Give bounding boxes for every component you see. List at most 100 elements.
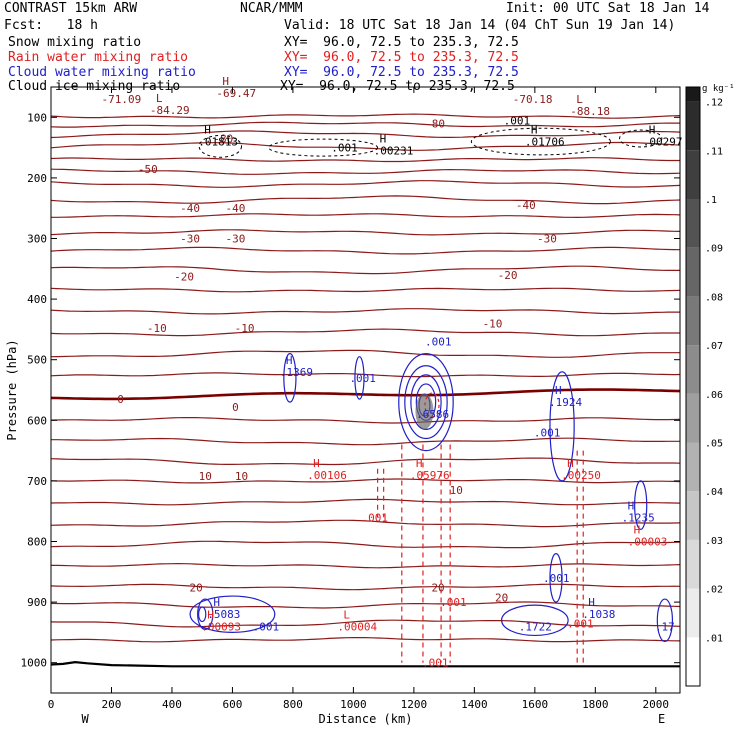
isotherm-line bbox=[51, 213, 681, 219]
colorbar-unit: g kg⁻¹ bbox=[702, 84, 735, 94]
y-tick-label: 100 bbox=[27, 111, 47, 124]
extremum-value: .00106 bbox=[307, 469, 347, 482]
isotherm-line bbox=[50, 457, 681, 466]
isotherm-label: -40 bbox=[180, 202, 200, 215]
isotherm-line bbox=[50, 637, 681, 643]
y-tick-label: 400 bbox=[27, 293, 47, 306]
isotherm-label: 10 bbox=[199, 470, 212, 483]
extremum-value: .1235 bbox=[622, 511, 655, 524]
y-tick-label: 700 bbox=[27, 475, 47, 488]
freezing-level-line bbox=[50, 388, 681, 401]
extremum-mark: H bbox=[207, 608, 214, 621]
init-time: Init: 00 UTC Sat 18 Jan 14 bbox=[506, 1, 710, 16]
cloud-water-contour bbox=[549, 371, 575, 482]
isotherm-label: 10 bbox=[235, 470, 248, 483]
surface-pressure-line bbox=[50, 660, 680, 668]
extremum-value: -88.18 bbox=[570, 105, 610, 118]
colorbar-tick-label: .08 bbox=[705, 292, 723, 303]
colorbar-tick-label: .07 bbox=[705, 341, 723, 352]
x-tick-label: 400 bbox=[162, 698, 182, 711]
isotherm-line bbox=[50, 157, 680, 163]
legend-rain-label: Rain water mixing ratio bbox=[8, 50, 189, 65]
y-axis-label: Pressure (hPa) bbox=[5, 339, 19, 440]
colorbar-segment bbox=[686, 296, 700, 346]
extremum-mark: L bbox=[343, 608, 350, 621]
y-tick-label: 900 bbox=[27, 596, 47, 609]
isotherm-line bbox=[50, 417, 681, 424]
cloud-water-contour bbox=[634, 480, 648, 530]
extremum-value: -69.47 bbox=[216, 87, 256, 100]
extremum-value: .001 bbox=[504, 114, 530, 127]
extremum-mark: H bbox=[204, 124, 211, 137]
isotherm-line bbox=[50, 328, 680, 337]
extremum-mark: H bbox=[286, 354, 293, 367]
isotherm-line bbox=[50, 601, 681, 609]
isotherm-line bbox=[50, 619, 681, 628]
x-tick-label: 2000 bbox=[643, 698, 670, 711]
colorbar-segment bbox=[686, 393, 700, 443]
x-tick-label: 800 bbox=[283, 698, 303, 711]
x-tick-label: 1400 bbox=[461, 698, 488, 711]
colorbar-tick-label: .01 bbox=[705, 633, 723, 644]
isotherm-label: -80 bbox=[213, 133, 233, 146]
y-tick-label: 1000 bbox=[21, 657, 48, 670]
legend-cloud-water-xy: XY= 96.0, 72.5 to 235.3, 72.5 bbox=[284, 65, 519, 80]
snow-contour bbox=[619, 129, 663, 148]
isotherm-label: -10 bbox=[147, 322, 167, 335]
isotherm-label: -40 bbox=[516, 199, 536, 212]
isotherm-line bbox=[50, 372, 681, 378]
contour-labels: -80 -80 -50 -40 -40 -40 -30 -30 -30 -20 -20 -10 -10 -… bbox=[101, 75, 682, 670]
isotherm-line bbox=[50, 540, 681, 549]
isotherm-label: 20 bbox=[495, 591, 508, 604]
extremum-mark: H bbox=[380, 133, 387, 146]
x-axis-label: Distance (km) bbox=[319, 712, 413, 726]
x-tick-label: 0 bbox=[48, 698, 55, 711]
isotherm-label: -10 bbox=[483, 317, 503, 330]
extremum-value: .001 bbox=[543, 572, 570, 585]
extremum-mark: H bbox=[649, 124, 656, 137]
colorbar-segment bbox=[686, 588, 700, 638]
legend-rain-xy: XY= 96.0, 72.5 to 235.3, 72.5 bbox=[284, 50, 519, 65]
isotherm-label: -30 bbox=[226, 233, 246, 246]
extremum-value: .001 bbox=[425, 336, 452, 349]
isotherm-label: 20 bbox=[190, 582, 203, 595]
cloud-water-contour bbox=[404, 365, 448, 440]
colorbar-segment bbox=[686, 442, 700, 492]
isotherm-line bbox=[50, 478, 681, 484]
isotherm-line bbox=[50, 519, 681, 528]
cloud-water-contour bbox=[500, 604, 569, 637]
isotherm-line bbox=[50, 229, 681, 236]
extremum-value: .17 bbox=[655, 620, 675, 633]
x-tick-label: 200 bbox=[102, 698, 122, 711]
colorbar-tick-label: .04 bbox=[705, 487, 723, 498]
legend-cloud-water-label: Cloud water mixing ratio bbox=[8, 65, 196, 80]
colorbar-segment bbox=[686, 491, 700, 540]
colorbar-segment bbox=[686, 150, 700, 200]
extremum-value: .001 bbox=[440, 596, 467, 609]
cloud-water-contour bbox=[410, 374, 442, 430]
y-tick-label: 500 bbox=[27, 354, 47, 367]
colorbar-tick-label: .11 bbox=[705, 146, 723, 157]
west-label: W bbox=[81, 712, 89, 726]
extremum-value: -71.09 bbox=[101, 93, 141, 106]
cloud-water-contour bbox=[549, 553, 563, 603]
isotherm-line bbox=[50, 349, 680, 358]
x-tick-label: 600 bbox=[223, 698, 243, 711]
colorbar-tick-label: .05 bbox=[705, 439, 723, 450]
surface-line bbox=[50, 660, 680, 668]
isotherm-line bbox=[50, 113, 681, 119]
freezing-level bbox=[50, 388, 681, 401]
colorbar-tick-label: .12 bbox=[705, 98, 723, 109]
extremum-value: .1369 bbox=[280, 366, 313, 379]
isotherm-line bbox=[51, 437, 680, 446]
colorbar-segment bbox=[686, 101, 700, 151]
x-tick-label: 1600 bbox=[522, 698, 549, 711]
cloud-water-contour bbox=[656, 598, 674, 643]
extremum-value: .1038 bbox=[582, 608, 615, 621]
isotherm-label: -50 bbox=[138, 163, 158, 176]
extremum-value: .6586 bbox=[416, 408, 449, 421]
snow-contours bbox=[198, 127, 663, 158]
extremum-value: .05976 bbox=[410, 469, 450, 482]
cloud-water-contours bbox=[189, 353, 674, 643]
